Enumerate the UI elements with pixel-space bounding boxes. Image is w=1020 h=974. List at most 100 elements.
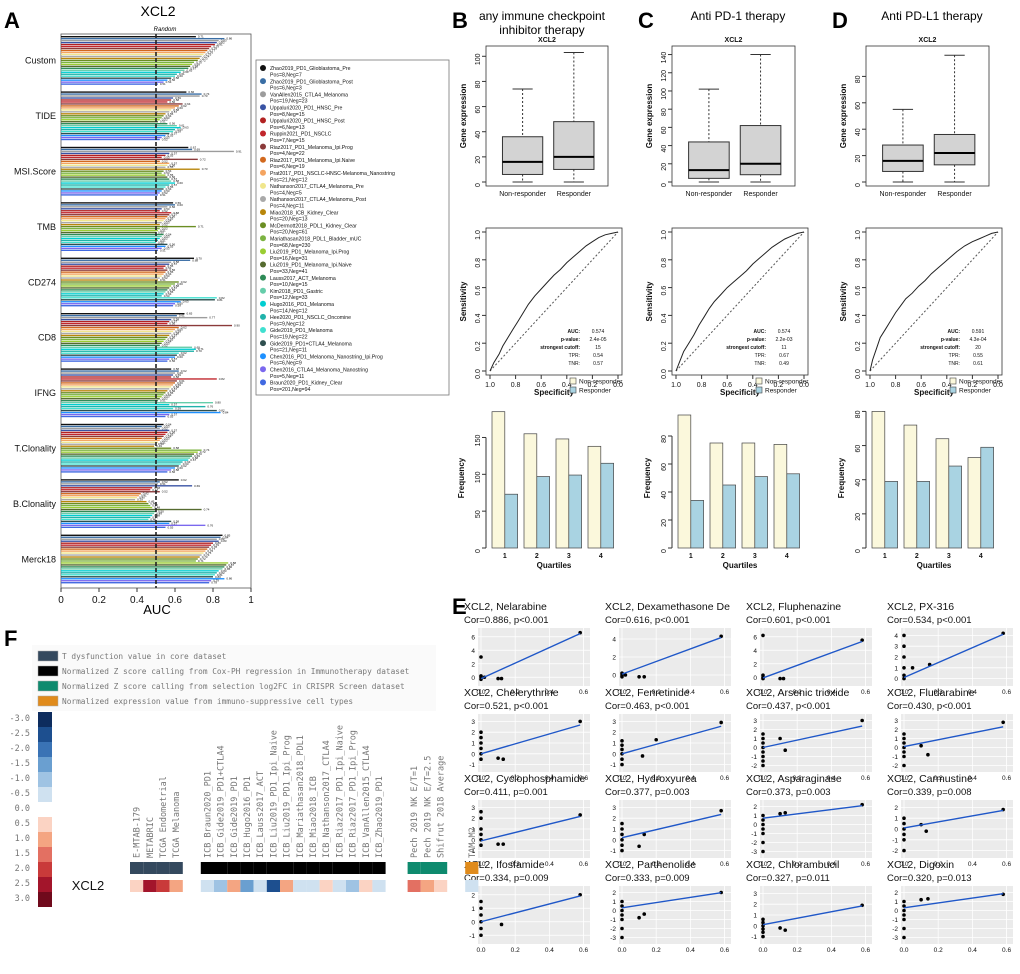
correlation-stat: Cor=0.339, p=0.008 — [887, 787, 972, 798]
y-tick-label: 0.4 — [855, 313, 862, 323]
quartile-label: 3 — [567, 553, 571, 560]
auc-bar — [61, 382, 175, 384]
box-plot-subtitle: XCL2 — [725, 37, 743, 44]
auc-value-label: 0.45 — [149, 500, 155, 504]
auc-bar — [61, 178, 170, 180]
auc-value-label: 0.77 — [209, 316, 215, 320]
legend-dot — [260, 366, 266, 373]
scatter-point — [620, 827, 624, 831]
column-category-bar — [465, 862, 479, 874]
auc-bar — [61, 496, 137, 499]
auc-value-label: 0.58 — [173, 98, 179, 102]
scatter-point — [902, 821, 906, 826]
auc-value-label: 0.54 — [166, 219, 172, 223]
auc-value-label: 0.56 — [169, 100, 175, 104]
column-label: METABRIC — [146, 817, 156, 858]
auc-value-label: 0.57 — [171, 177, 177, 181]
y-tick-label: 1 — [471, 741, 475, 748]
box-plot-frame — [485, 45, 609, 187]
auc-bar — [61, 487, 153, 489]
y-tick-label: 2 — [894, 655, 898, 662]
legend-dot — [260, 117, 266, 124]
x-tick-label: 0.2 — [92, 595, 106, 606]
scatter-point — [578, 813, 582, 817]
y-tick-label: 1 — [894, 816, 898, 823]
legend-counts: Pos=6,Neg=9 — [270, 361, 302, 367]
auc-bar — [61, 401, 213, 404]
auc-bar — [61, 437, 162, 440]
column-category-bar — [200, 862, 214, 874]
auc-value-label: 0.42 — [143, 492, 149, 496]
auc-value-label: 0.58 — [173, 211, 179, 215]
auc-bar — [61, 186, 166, 188]
auc-value-label: 0.78 — [211, 47, 217, 51]
auc-value-label: 0.57 — [171, 151, 177, 155]
auc-value-label: 0.76 — [207, 549, 213, 553]
auc-bar — [61, 111, 170, 113]
drug-name: XCL2, Fenretinide — [605, 687, 690, 699]
quartile-label: 1 — [689, 553, 693, 560]
x-tick-label: 1.0 — [671, 382, 681, 389]
auc-bar — [61, 560, 196, 562]
auc-bar — [61, 524, 206, 527]
y-tick-label: 40 — [855, 479, 862, 487]
y-tick-label: 1 — [753, 736, 757, 743]
regression-line — [903, 809, 1004, 829]
column-category-bar — [280, 862, 294, 874]
scatter-point — [479, 741, 483, 745]
regression-line — [903, 893, 1004, 909]
x-tick-label: 0.8 — [206, 595, 220, 606]
x-tick-label: 0.4 — [545, 689, 554, 696]
auc-value-label: 0.88 — [230, 561, 236, 565]
auc-value-label: 0.55 — [168, 134, 174, 138]
auc-bar — [61, 459, 189, 461]
auc-bar — [61, 485, 193, 487]
auc-bar — [61, 166, 166, 168]
y-tick-label: 4 — [753, 648, 757, 655]
auc-bar — [61, 287, 170, 289]
legend-dataset-name: Liu2019_PD1_Melanoma_Ipi.Prog — [270, 250, 349, 256]
column-category-bar — [407, 862, 421, 874]
auc-value-label: 0.78 — [211, 581, 217, 585]
legend-dot — [260, 91, 266, 98]
auc-bar — [61, 73, 177, 75]
scatter-point — [761, 813, 765, 818]
bar-non-responder — [555, 438, 570, 549]
scatter-point — [761, 840, 765, 845]
auc-bar — [61, 354, 177, 356]
auc-bar — [61, 115, 164, 117]
column-label: ICB_Nathanson2017_CTLA4 — [322, 740, 332, 858]
scatter-plot-bg — [901, 714, 1013, 772]
panel-label-d: D — [832, 8, 848, 33]
auc-value-label: 0.57 — [171, 403, 177, 407]
x-tick-label: 0.4 — [942, 382, 952, 389]
scatter-point — [620, 762, 624, 767]
auc-value-label: 0.82 — [219, 377, 225, 381]
panel-label-b: B — [452, 8, 468, 33]
drug-name: XCL2, Asparaginase — [746, 773, 842, 785]
bar-responder — [690, 500, 704, 549]
y-tick-label: 0 — [753, 745, 757, 752]
x-tick-label: 0.6 — [861, 861, 870, 868]
y-tick-label: 2 — [894, 727, 898, 734]
y-tick-label: 1 — [894, 665, 898, 672]
scatter-point — [642, 675, 647, 679]
x-tick-label: 0.2 — [511, 947, 520, 954]
auc-value-label: 0.52 — [162, 397, 168, 401]
auc-bar — [61, 208, 162, 210]
y-tick-label: 2 — [612, 655, 616, 662]
scatter-point — [778, 811, 782, 816]
x-tick-label: 0.0 — [899, 775, 908, 782]
x-tick-label: 0.2 — [934, 689, 943, 696]
auc-bar — [61, 483, 158, 485]
legend-counts: Pos=8,Neg=15 — [270, 112, 305, 118]
y-tick-label: 1 — [894, 736, 898, 743]
legend-swatch — [37, 680, 59, 692]
scatter-point — [620, 908, 624, 913]
scale-swatch — [38, 772, 52, 787]
legend-counts: Pos=9,Neg=12 — [270, 321, 305, 327]
column-label: ICB_Riaz2017_PD1_Ipi_Naive — [335, 725, 345, 858]
y-tick-label: 0 — [612, 673, 616, 680]
x-tick-label: 0.0 — [476, 861, 485, 868]
auc-value-label: 0.51 — [160, 440, 166, 444]
